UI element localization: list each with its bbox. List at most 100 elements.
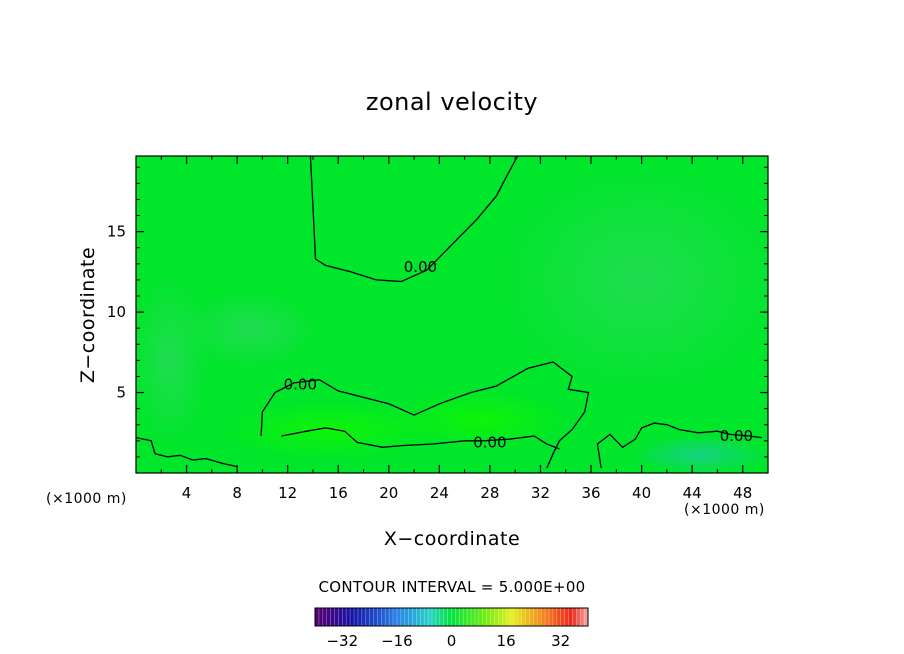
colorbar-cell <box>549 608 554 626</box>
x-unit-label: (×1000 m) <box>684 502 765 518</box>
colorbar-tick-label: 0 <box>447 632 457 650</box>
field-shading <box>220 400 440 460</box>
x-tick-label: 32 <box>531 484 550 502</box>
colorbar-cell <box>428 608 433 626</box>
colorbar-cell <box>408 608 413 626</box>
y-tick-label: 10 <box>107 303 126 321</box>
colorbar-cell <box>435 608 441 626</box>
colorbar-cell <box>525 608 530 626</box>
colorbar-cell <box>318 608 324 626</box>
colorbar-cell <box>486 608 491 626</box>
colorbar-cell <box>385 608 390 626</box>
colorbar-cell <box>560 608 565 626</box>
contour-label: 0.00 <box>473 433 506 451</box>
colorbar-cell <box>471 608 476 626</box>
x-tick-label: 12 <box>278 484 297 502</box>
colorbar-cell <box>451 608 456 626</box>
colorbar-tick-label: 32 <box>551 632 570 650</box>
colorbar-cell <box>580 608 585 626</box>
colorbar-cell <box>502 608 507 626</box>
colorbar-cell <box>490 608 495 626</box>
zero-contours: 0.00 0.00 0.00 0.00 <box>136 156 762 469</box>
x-tick-label: 44 <box>683 484 702 502</box>
z-unit-label: (×1000 m) <box>46 491 127 507</box>
colorbar-cell <box>330 608 335 626</box>
colorbar-cell <box>482 608 487 626</box>
colorbar-cell <box>326 608 331 626</box>
colorbar-cell <box>474 608 480 626</box>
colorbar-cell <box>369 608 374 626</box>
colorbar-cell <box>463 608 468 626</box>
colorbar-cell <box>354 608 359 626</box>
colorbar-cell <box>389 608 394 626</box>
colorbar-cell <box>459 608 464 626</box>
colorbar: −32 −16 0 16 32 <box>314 607 589 650</box>
colorbar-cell <box>537 608 542 626</box>
colorbar-cell <box>420 608 425 626</box>
colorbar-cell <box>400 608 405 626</box>
colorbar-tick-label: −32 <box>326 632 358 650</box>
colorbar-cell <box>424 608 429 626</box>
field-shading <box>390 390 570 450</box>
colorbar-cell <box>381 608 386 626</box>
colorbar-cell <box>467 608 472 626</box>
colorbar-cell <box>412 608 417 626</box>
colorbar-cell <box>517 608 522 626</box>
x-tick-label: 36 <box>581 484 600 502</box>
x-tick-label: 8 <box>232 484 242 502</box>
velocity-field <box>136 156 768 473</box>
plot-frame <box>135 155 769 474</box>
x-tick-label: 24 <box>430 484 449 502</box>
x-tick-label: 40 <box>632 484 651 502</box>
contour-label: 0.00 <box>720 427 753 445</box>
colorbar-cell <box>552 608 558 626</box>
colorbar-cell <box>350 608 355 626</box>
field-shading <box>136 270 210 450</box>
zero-contour-line <box>260 361 590 469</box>
zero-contour-line <box>596 422 762 469</box>
x-axis-label: X−coordinate <box>383 528 521 550</box>
colorbar-cell <box>377 608 382 626</box>
field-shading <box>630 435 768 473</box>
colorbar-cell <box>361 608 366 626</box>
x-tick-label: 28 <box>480 484 499 502</box>
y-tick-label: 5 <box>116 384 126 402</box>
colorbar-cell <box>506 608 511 626</box>
field-shading <box>490 160 768 400</box>
colorbar-tick-label: −16 <box>381 632 413 650</box>
zero-contour-line <box>136 436 238 468</box>
zero-contour-line <box>309 156 519 283</box>
colorbar-cell <box>357 608 363 626</box>
zero-contour-line <box>281 427 560 450</box>
colorbar-cell <box>584 608 589 626</box>
x-tick-label: 16 <box>329 484 348 502</box>
colorbar-cell <box>393 608 398 626</box>
colorbar-cell <box>572 608 577 626</box>
colorbar-cell <box>556 608 561 626</box>
colorbar-cell <box>315 608 320 626</box>
colorbar-cell <box>342 608 347 626</box>
x-tick-label: 4 <box>182 484 192 502</box>
colorbar-cell <box>478 608 483 626</box>
colorbar-cell <box>346 608 351 626</box>
colorbar-cell <box>404 608 409 626</box>
contour-label: 0.00 <box>284 375 317 393</box>
colorbar-cell <box>564 608 569 626</box>
x-tick-label: 20 <box>379 484 398 502</box>
colorbar-cell <box>576 608 581 626</box>
colorbar-cell <box>432 608 437 626</box>
x-tick-label: 48 <box>733 484 752 502</box>
y-axis-label: Z−coordinate <box>77 246 99 384</box>
colorbar-cell <box>568 608 573 626</box>
contour-label: 0.00 <box>404 258 437 276</box>
colorbar-cell <box>498 608 503 626</box>
colorbar-cell <box>416 608 421 626</box>
colorbar-cell <box>510 608 515 626</box>
colorbar-cell <box>439 608 444 626</box>
contour-interval-text: CONTOUR INTERVAL = 5.000E+00 <box>318 578 586 596</box>
colorbar-cell <box>545 608 550 626</box>
colorbar-cell <box>338 608 343 626</box>
colorbar-cell <box>533 608 538 626</box>
